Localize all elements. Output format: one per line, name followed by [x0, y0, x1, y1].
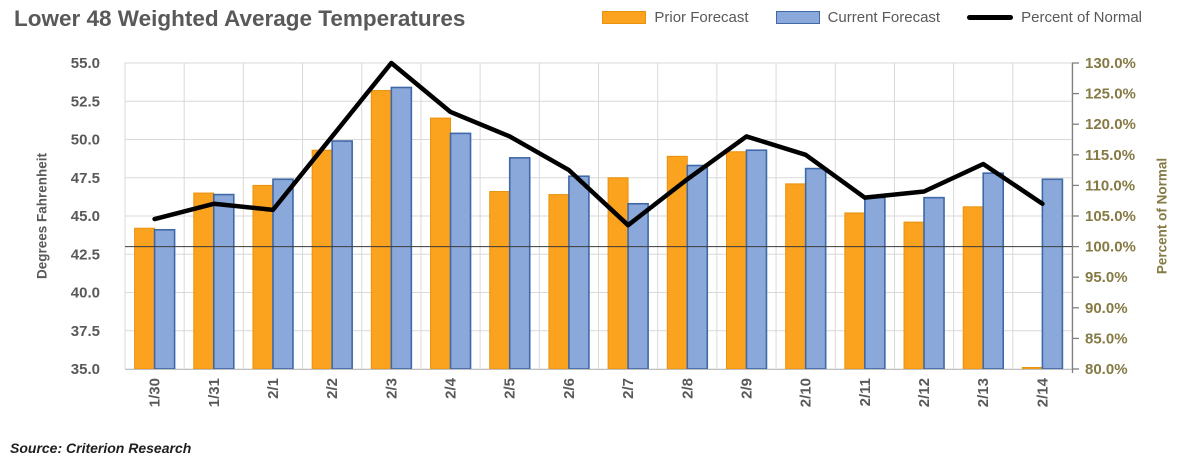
legend-label-current-forecast: Current Forecast — [827, 9, 941, 26]
right-axis-tick-label: 115.0% — [1085, 147, 1135, 164]
right-axis-tick-label: 110.0% — [1085, 177, 1135, 194]
legend-item-percent-of-normal: Percent of Normal — [967, 9, 1142, 26]
bar-current-2/7 — [627, 202, 649, 370]
right-axis-tick-label: 80.0% — [1085, 361, 1128, 378]
left-axis-tick-label: 50.0 — [71, 132, 100, 149]
x-axis-label-1/30: 1/30 — [147, 378, 164, 407]
right-axis-title: Percent of Normal — [1154, 157, 1170, 275]
x-axis-label-2/5: 2/5 — [502, 378, 519, 399]
bar-prior-2/11 — [844, 212, 866, 370]
bar-current-2/14 — [1041, 178, 1064, 370]
right-axis-tick-label: 90.0% — [1085, 300, 1128, 317]
bar-prior-2/5 — [489, 191, 511, 370]
right-axis-tick-label: 105.0% — [1085, 208, 1136, 225]
x-axis-label-2/13: 2/13 — [975, 378, 992, 407]
legend: Prior Forecast Current Forecast Percent … — [602, 9, 1142, 26]
right-axis-tick-label: 125.0% — [1085, 86, 1136, 103]
left-axis-tick-label: 42.5 — [71, 246, 100, 263]
legend-item-current-forecast: Current Forecast — [775, 9, 941, 26]
left-axis-tick-label: 45.0 — [71, 208, 100, 225]
bar-current-2/8 — [686, 164, 709, 370]
x-axis-label-2/9: 2/9 — [738, 378, 755, 399]
current-forecast-swatch-icon — [775, 11, 820, 24]
bar-prior-2/10 — [785, 183, 807, 370]
left-axis-tick-label: 52.5 — [71, 93, 100, 110]
chart-title: Lower 48 Weighted Average Temperatures — [14, 6, 466, 31]
left-axis-tick-label: 35.0 — [71, 361, 100, 378]
bar-prior-2/12 — [903, 221, 925, 370]
bar-current-2/3 — [390, 86, 413, 370]
left-axis-title: Degrees Fahrenheit — [34, 152, 50, 280]
legend-label-percent-of-normal: Percent of Normal — [1021, 9, 1142, 26]
bar-current-2/2 — [331, 140, 353, 370]
left-axis-tick-label: 55.0 — [71, 55, 100, 72]
bar-current-2/4 — [449, 132, 472, 370]
bar-current-2/10 — [804, 167, 827, 370]
bar-current-2/9 — [745, 149, 768, 370]
bar-current-2/11 — [864, 196, 886, 370]
right-axis-tick-label: 100.0% — [1085, 239, 1136, 256]
source-note: Source: Criterion Research — [10, 440, 192, 456]
bar-prior-1/30 — [134, 227, 156, 370]
bar-prior-1/31 — [193, 192, 215, 370]
x-axis-label-2/1: 2/1 — [265, 378, 282, 399]
x-axis-label-2/2: 2/2 — [324, 378, 341, 399]
x-axis-label-2/8: 2/8 — [679, 378, 696, 399]
bar-prior-2/1 — [252, 184, 274, 370]
bar-current-2/12 — [923, 196, 945, 370]
legend-label-prior-forecast: Prior Forecast — [654, 9, 749, 26]
x-axis-label-2/10: 2/10 — [798, 378, 815, 407]
left-axis-tick-label: 37.5 — [71, 323, 100, 340]
bar-prior-2/14 — [1021, 367, 1043, 370]
left-axis-tick-label: 40.0 — [71, 285, 100, 302]
bar-current-1/30 — [153, 228, 176, 370]
right-axis-tick-label: 85.0% — [1085, 330, 1128, 347]
x-axis-label-2/11: 2/11 — [857, 378, 874, 406]
x-axis-label-2/6: 2/6 — [561, 378, 578, 399]
percent-of-normal-line-swatch-icon — [967, 15, 1014, 20]
x-axis-label-2/7: 2/7 — [620, 378, 637, 399]
bar-prior-2/3 — [370, 90, 392, 370]
percent-of-normal-line — [152, 60, 1045, 228]
bar-prior-2/2 — [311, 149, 333, 370]
x-axis-label-2/4: 2/4 — [443, 377, 460, 399]
right-axis-tick-label: 130.0% — [1085, 55, 1136, 72]
x-axis-label-1/31: 1/31 — [206, 378, 223, 407]
x-axis-label-2/12: 2/12 — [916, 378, 933, 407]
bar-current-2/6 — [568, 175, 590, 370]
x-axis-label-2/3: 2/3 — [383, 378, 400, 399]
left-axis-tick-label: 47.5 — [71, 170, 100, 187]
bar-prior-2/13 — [962, 206, 984, 370]
prior-forecast-swatch-icon — [602, 11, 647, 24]
bar-current-2/5 — [508, 157, 531, 370]
bar-prior-2/6 — [548, 194, 570, 370]
bar-prior-2/9 — [725, 151, 747, 370]
right-axis-tick-label: 120.0% — [1085, 116, 1136, 133]
bar-prior-2/4 — [430, 117, 452, 370]
x-axis-label-2/14: 2/14 — [1034, 377, 1051, 407]
right-axis-tick-label: 95.0% — [1085, 269, 1128, 286]
bar-current-2/13 — [982, 172, 1005, 370]
bar-current-1/31 — [212, 193, 235, 370]
legend-item-prior-forecast: Prior Forecast — [602, 9, 749, 26]
